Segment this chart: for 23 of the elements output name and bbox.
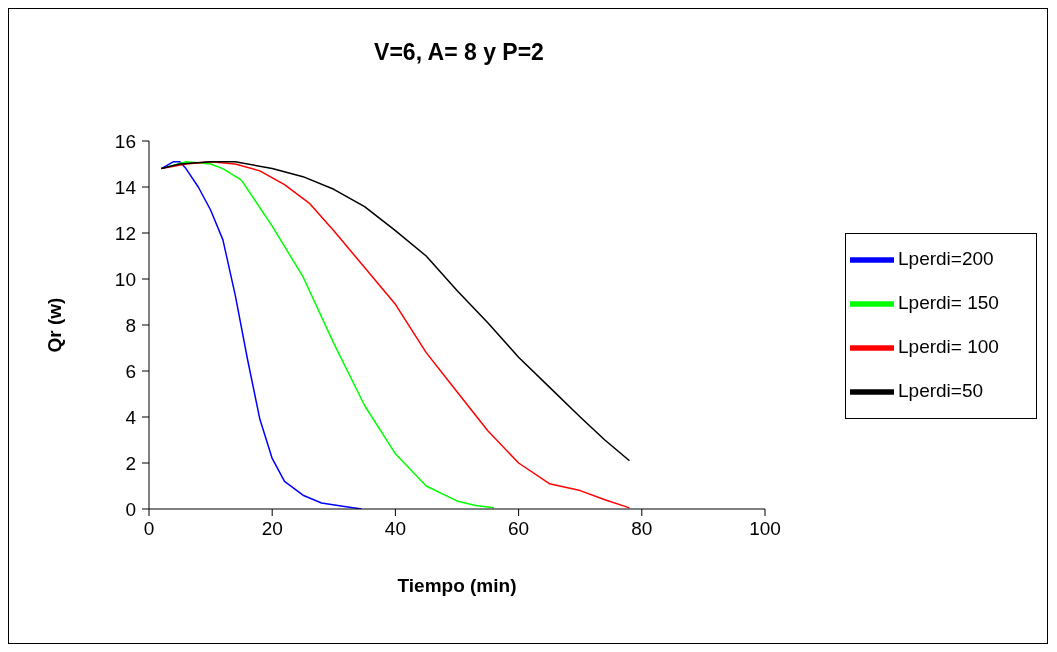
x-tick-label: 40 — [384, 518, 406, 540]
y-tick-label: 12 — [114, 222, 136, 244]
y-tick-label: 10 — [114, 268, 136, 290]
y-tick-label: 0 — [125, 498, 136, 520]
x-tick-label: 100 — [749, 518, 781, 540]
y-tick-label: 4 — [125, 406, 137, 428]
x-tick-label: 20 — [261, 518, 283, 540]
x-axis-title: Tiempo (min) — [397, 575, 517, 597]
x-tick-label: 60 — [508, 518, 530, 540]
chart-title: V=6, A= 8 y P=2 — [373, 39, 545, 66]
line-series — [160, 160, 495, 509]
y-tick-label: 14 — [114, 176, 137, 198]
y-tick-label: 6 — [125, 360, 136, 382]
x-tick-label: 80 — [631, 518, 653, 540]
legend-label: Lperdi=200 — [898, 248, 994, 270]
legend-label: Lperdi= 100 — [898, 336, 999, 358]
x-tick-label: 0 — [143, 518, 155, 540]
y-tick-label: 2 — [125, 452, 136, 474]
y-axis-title: Qr (w) — [43, 297, 65, 353]
legend-label: Lperdi= 150 — [898, 292, 999, 314]
y-tick-label: 8 — [125, 314, 136, 336]
legend-label: Lperdi=50 — [898, 380, 984, 402]
y-tick-label: 16 — [114, 130, 136, 152]
